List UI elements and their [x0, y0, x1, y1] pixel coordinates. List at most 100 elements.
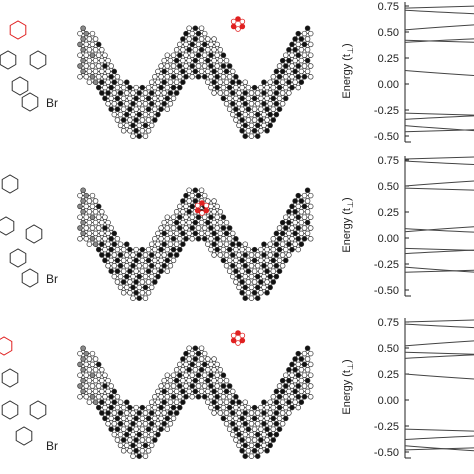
atom — [136, 111, 142, 118]
atom — [304, 367, 311, 373]
atom — [208, 74, 214, 80]
atom — [223, 68, 230, 75]
atom — [307, 383, 314, 389]
atom — [124, 273, 130, 280]
atom — [170, 394, 177, 400]
atom — [127, 426, 133, 432]
atom — [114, 279, 121, 285]
atom — [89, 63, 96, 69]
highlight-atom — [230, 332, 237, 339]
atom — [254, 410, 261, 416]
atom — [301, 192, 308, 199]
y-tick-label: 0.00 — [378, 395, 399, 407]
atom — [183, 203, 189, 210]
atom — [114, 437, 121, 443]
atom — [155, 101, 161, 107]
atom — [142, 421, 149, 427]
atom — [211, 252, 217, 258]
atom — [254, 273, 261, 280]
atom — [242, 431, 248, 438]
atom — [258, 84, 264, 91]
atom — [239, 128, 245, 134]
atom — [264, 268, 270, 274]
atom — [248, 442, 255, 449]
atom — [117, 399, 124, 405]
atom — [139, 106, 146, 112]
atom — [251, 106, 258, 112]
atom — [298, 209, 305, 215]
atom — [86, 356, 93, 362]
atom — [283, 63, 289, 69]
atom — [158, 268, 164, 274]
atom — [127, 448, 133, 454]
atom — [145, 426, 152, 432]
atom — [195, 225, 202, 231]
atom — [286, 47, 292, 53]
atom — [217, 410, 224, 416]
y-axis-title: Energy (t⊥) — [341, 43, 355, 98]
atom — [214, 236, 220, 242]
atom — [205, 388, 211, 395]
atom — [267, 252, 273, 258]
atom — [192, 219, 199, 226]
atom — [86, 377, 93, 384]
atom — [292, 367, 298, 373]
atom — [245, 84, 252, 91]
atom — [304, 198, 311, 204]
atom — [242, 101, 248, 107]
atom — [236, 284, 242, 291]
atom — [92, 356, 99, 362]
atom — [77, 394, 83, 400]
atom — [108, 106, 114, 112]
atom — [226, 246, 233, 253]
atom — [77, 203, 83, 210]
atom — [223, 79, 230, 85]
atom — [170, 236, 177, 242]
atom — [239, 437, 245, 443]
atom — [136, 421, 142, 427]
atom — [301, 372, 308, 378]
atom — [120, 426, 127, 432]
atom — [261, 111, 267, 118]
atom — [102, 225, 108, 231]
atom — [301, 361, 308, 368]
atom — [111, 399, 118, 405]
atom — [183, 41, 189, 48]
atom — [220, 225, 227, 231]
atom — [105, 388, 111, 395]
ribbon-row-3 — [77, 330, 314, 459]
atom — [167, 410, 174, 416]
atom — [102, 394, 108, 400]
atom — [158, 95, 164, 102]
atom — [170, 74, 177, 80]
atom — [161, 252, 167, 258]
atom — [270, 279, 277, 285]
atom — [170, 214, 177, 220]
atom — [164, 426, 171, 432]
atom — [239, 246, 245, 253]
atom — [295, 84, 301, 91]
atom — [301, 236, 308, 242]
atom — [164, 63, 171, 69]
atom — [239, 448, 245, 454]
atom — [170, 372, 177, 378]
atom — [230, 68, 236, 75]
atom — [189, 361, 195, 368]
atom — [304, 47, 311, 53]
atom — [95, 225, 102, 231]
atom — [192, 345, 199, 351]
atom — [267, 410, 273, 416]
atom — [301, 52, 308, 58]
atom — [92, 79, 99, 85]
atom — [158, 106, 164, 112]
atom — [233, 74, 239, 80]
atom — [102, 95, 108, 102]
atom — [211, 47, 217, 53]
atom — [242, 399, 248, 405]
atom — [236, 241, 242, 247]
atom — [152, 95, 158, 102]
atom — [233, 106, 239, 112]
atom — [99, 209, 105, 215]
atom — [164, 394, 171, 400]
atom — [164, 106, 171, 112]
